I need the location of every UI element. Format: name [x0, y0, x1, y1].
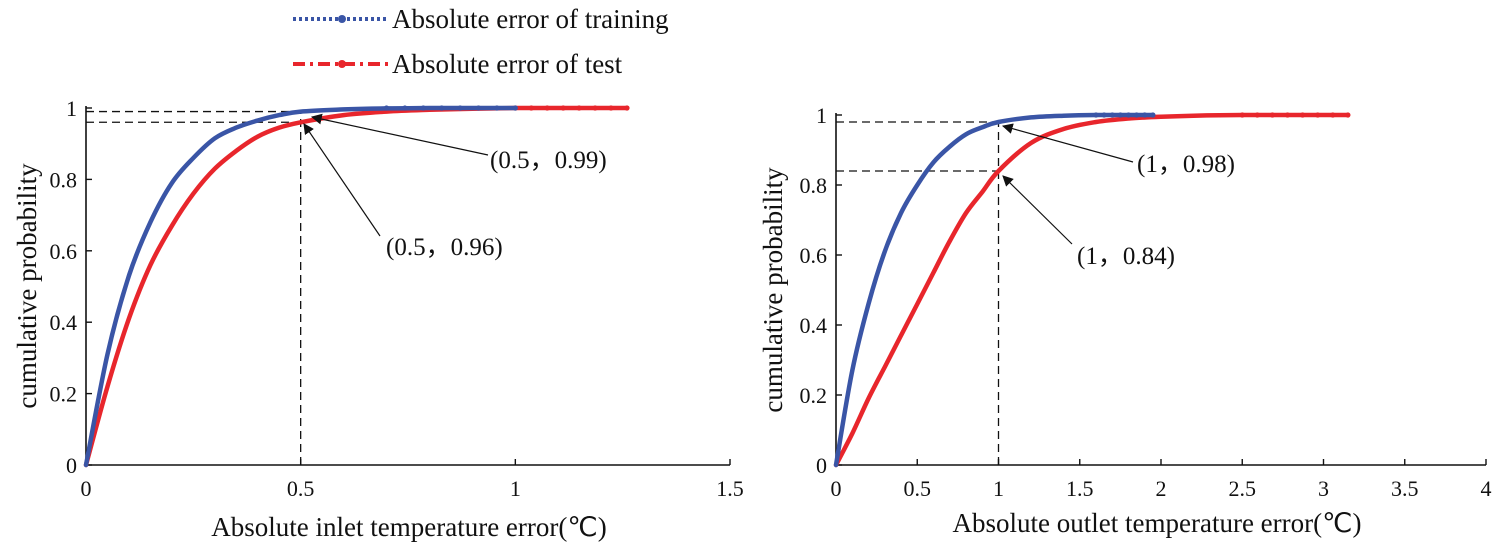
outlet-training-tail-point [1101, 112, 1107, 118]
inlet-y-tick-label: 1 [66, 96, 77, 121]
outlet-annotation-arrow [1001, 123, 1134, 163]
outlet-test-line [833, 112, 1351, 468]
inlet-x-tick-label: 0.5 [287, 476, 315, 501]
legend-label-test: Absolute error of test [392, 49, 623, 79]
inlet-x-ticks: 0 0.5 1 1.5 [81, 459, 744, 501]
inlet-training-tail-point [439, 105, 445, 111]
inlet-y-axis-title: cumulative probability [12, 163, 42, 409]
outlet-y-ticks: 0 0.2 0.4 0.6 0.8 1 [800, 103, 842, 478]
outlet-test-tail-point [1345, 112, 1351, 118]
outlet-annotations: (1，0.98) (1，0.84) [1001, 123, 1235, 270]
annotation-inlet-096: (0.5，0.96) [386, 234, 503, 261]
inlet-y-tick-label: 0.8 [50, 167, 78, 192]
outlet-test-tail-point [1239, 112, 1245, 118]
outlet-test-tail-point [1284, 112, 1291, 118]
annotation-outlet-084: (1，0.84) [1077, 243, 1175, 270]
inlet-training-tail-point [383, 105, 390, 111]
annotation-outlet-098: (1，0.98) [1137, 151, 1235, 178]
inlet-x-axis-title: Absolute inlet temperature error(℃) [211, 512, 606, 542]
inlet-y-tick-label: 0.6 [50, 239, 78, 264]
outlet-training-tail-point [1150, 112, 1156, 118]
outlet-x-tick-label: 2.5 [1229, 476, 1257, 501]
outlet-training-tail-point [1142, 112, 1148, 118]
outlet-y-axis-title: cumulative probability [758, 167, 788, 413]
legend-item-training: Absolute error of training [293, 4, 669, 34]
inlet-series [83, 105, 630, 468]
inlet-test-tail-point [608, 105, 614, 111]
legend-marker-training [338, 15, 346, 23]
inlet-test-tail-point [576, 105, 582, 111]
inlet-annotation-arrow [310, 113, 489, 156]
outlet-series [833, 112, 1351, 468]
outlet-error-chart: 0 0.5 1 1.5 2 2.5 3 3.5 4 0 0.2 0.4 0.6 0.8 1 (1，0.98… [758, 103, 1492, 538]
outlet-test-tail-point [1254, 112, 1260, 118]
outlet-training-tail-point [1125, 112, 1132, 118]
inlet-test-tail-point [592, 105, 598, 111]
outlet-test-tail-point [1300, 112, 1306, 118]
inlet-training-tail-point [420, 105, 426, 111]
inlet-training-tail-point [457, 105, 463, 111]
inlet-x-tick-label: 1.5 [716, 476, 744, 501]
outlet-training-line [833, 112, 1156, 468]
inlet-y-tick-label: 0.4 [50, 310, 78, 335]
inlet-x-tick-label: 1 [510, 476, 521, 501]
inlet-y-ticks: 0 0.2 0.4 0.6 0.8 1 [50, 96, 92, 478]
inlet-annotations: (0.5，0.99) (0.5，0.96) [303, 113, 607, 261]
inlet-test-tail-point [544, 105, 550, 111]
outlet-x-tick-label: 4 [1481, 476, 1492, 501]
legend-item-test: Absolute error of test [293, 49, 623, 79]
inlet-training-tail-point [494, 105, 500, 111]
outlet-test-tail-point [1315, 112, 1321, 118]
inlet-test-tail-point [624, 105, 630, 111]
outlet-x-tick-label: 1 [993, 476, 1004, 501]
inlet-training-tail-point [475, 105, 482, 111]
outlet-annotation-arrow [1002, 175, 1073, 245]
outlet-training-tail-point [1109, 112, 1115, 118]
inlet-reference-lines [86, 110, 302, 465]
inlet-annotation-arrow [303, 123, 381, 237]
outlet-test-tail-point [1330, 112, 1336, 118]
outlet-x-ticks: 0 0.5 1 1.5 2 2.5 3 3.5 4 [831, 459, 1492, 501]
inlet-y-tick-label: 0.2 [50, 382, 78, 407]
outlet-reference-lines [836, 121, 1000, 465]
outlet-y-tick-label: 0.2 [800, 383, 828, 408]
outlet-y-tick-label: 1 [816, 103, 827, 128]
outlet-training-tail-point [1093, 112, 1099, 118]
inlet-training-tail-point [512, 105, 518, 111]
outlet-test-tail-point [1269, 112, 1275, 118]
annotation-inlet-099: (0.5，0.99) [490, 147, 607, 174]
outlet-y-tick-label: 0 [816, 453, 827, 478]
inlet-training-tail-point [402, 105, 408, 111]
inlet-error-chart: 0 0.5 1 1.5 0 0.2 0.4 0.6 0.8 1 (0.5，0.99) (0.5，… [12, 96, 744, 542]
inlet-axes [85, 106, 730, 466]
outlet-y-tick-label: 0.4 [800, 313, 828, 338]
outlet-x-tick-label: 2 [1156, 476, 1167, 501]
legend-marker-test [338, 60, 346, 68]
outlet-y-tick-label: 0.6 [800, 243, 828, 268]
outlet-x-tick-label: 0 [831, 476, 842, 501]
outlet-x-tick-label: 1.5 [1066, 476, 1094, 501]
legend: Absolute error of training Absolute erro… [293, 4, 669, 79]
outlet-x-tick-label: 3 [1318, 476, 1329, 501]
inlet-test-tail-point [560, 105, 566, 111]
inlet-test-tail-point [528, 105, 534, 111]
outlet-training-tail-point [1117, 112, 1123, 118]
outlet-training-tail-point [1134, 112, 1140, 118]
outlet-x-axis-title: Absolute outlet temperature error(℃) [953, 508, 1362, 538]
outlet-y-tick-label: 0.8 [800, 173, 828, 198]
outlet-x-tick-label: 0.5 [904, 476, 932, 501]
inlet-x-tick-label: 0 [81, 476, 92, 501]
legend-label-training: Absolute error of training [392, 4, 669, 34]
outlet-x-tick-label: 3.5 [1391, 476, 1419, 501]
inlet-y-tick-label: 0 [66, 453, 77, 478]
